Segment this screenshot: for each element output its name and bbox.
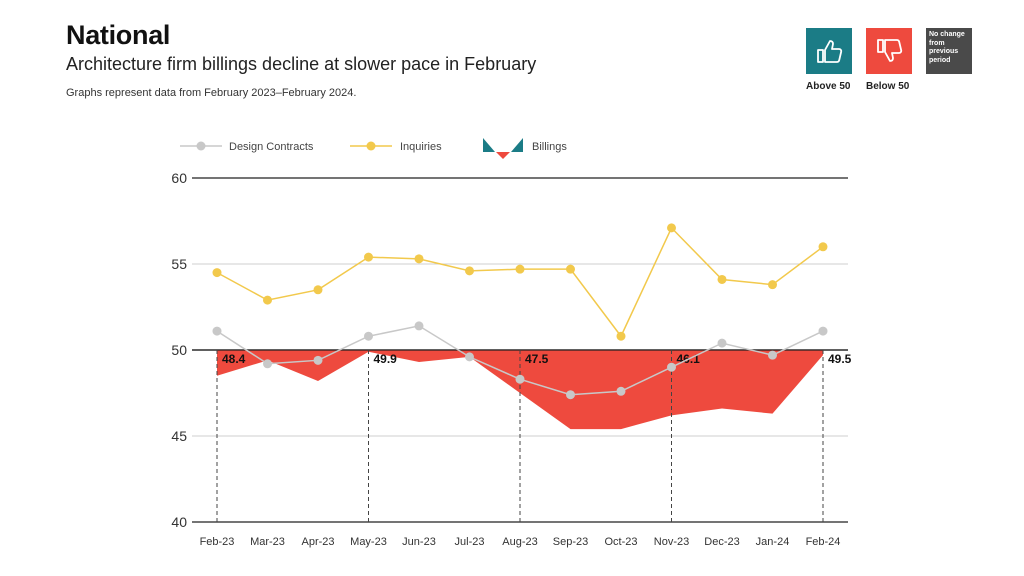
billings-data-label: 49.5 (828, 352, 852, 366)
inquiries-point (364, 252, 373, 262)
data-range-note: Graphs represent data from February 2023… (66, 87, 357, 99)
inquiries-point (414, 254, 424, 264)
design-contracts-point (768, 350, 777, 360)
design-contracts-point (414, 321, 424, 331)
thumbs-up-icon (817, 40, 843, 63)
design-contracts-point (717, 338, 727, 348)
x-tick-label: Nov-23 (654, 536, 689, 548)
y-tick-label: 60 (171, 170, 187, 186)
legend-billings-red-swatch (496, 152, 510, 159)
x-tick-label: Sep-23 (553, 536, 588, 548)
page-title: National (66, 20, 171, 50)
x-tick-label: Feb-24 (806, 536, 841, 548)
legend-billings-label: Billings (532, 141, 567, 153)
y-tick-label: 55 (171, 256, 187, 272)
no-change-key: No change from previous period (926, 28, 972, 74)
inquiries-point (667, 223, 676, 233)
design-contracts-point (515, 374, 525, 384)
design-contracts-point (263, 359, 272, 369)
billings-data-label: 48.4 (222, 352, 246, 366)
inquiries-point (717, 274, 727, 284)
x-tick-label: Dec-23 (704, 536, 739, 548)
design-contracts-point (818, 326, 828, 336)
design-contracts-point (566, 390, 575, 400)
design-contracts-point (465, 352, 474, 362)
billings-data-label: 47.5 (525, 352, 549, 366)
inquiries-point (465, 266, 474, 276)
x-tick-label: Feb-23 (200, 536, 235, 548)
inquiries-point (313, 285, 323, 295)
x-tick-label: Jan-24 (756, 536, 790, 548)
x-tick-label: Jun-23 (402, 536, 436, 548)
legend-billings-teal-swatch (483, 138, 495, 152)
design-contracts-point (313, 355, 323, 365)
inquiries-point (616, 331, 626, 341)
inquiries-point (515, 264, 525, 274)
above-50-key (806, 28, 852, 74)
billings-data-label: 49.9 (374, 352, 398, 366)
x-tick-label: Jul-23 (455, 536, 485, 548)
page-subtitle: Architecture firm billings decline at sl… (66, 54, 537, 74)
x-tick-label: Apr-23 (301, 536, 334, 548)
inquiries-line (216, 226, 824, 338)
x-tick-label: Mar-23 (250, 536, 285, 548)
x-tick-label: Oct-23 (604, 536, 637, 548)
legend-inquiries-marker (366, 141, 376, 151)
thumbs-down-icon (877, 39, 903, 62)
billings-area (217, 350, 823, 430)
design-contracts-point (667, 362, 676, 372)
design-contracts-point (364, 331, 373, 341)
design-contracts-point (616, 386, 626, 396)
inquiries-point (566, 264, 575, 274)
x-tick-label: Aug-23 (502, 536, 537, 548)
below-50-label: Below 50 (866, 81, 910, 92)
design-contracts-point (212, 326, 222, 336)
inquiries-point (263, 295, 272, 305)
legend-design-contracts-label: Design Contracts (229, 141, 314, 153)
inquiries-point (212, 268, 222, 278)
inquiries-point (768, 280, 777, 290)
inquiries-point (818, 242, 828, 252)
legend-design-contracts-marker (196, 141, 206, 151)
x-tick-label: May-23 (350, 536, 387, 548)
legend-billings-teal-swatch (511, 138, 523, 152)
y-tick-label: 45 (171, 428, 187, 444)
above-50-label: Above 50 (806, 81, 851, 92)
y-tick-label: 50 (171, 342, 187, 358)
legend-inquiries-label: Inquiries (400, 141, 442, 153)
below-50-key (866, 28, 912, 74)
y-tick-label: 40 (171, 514, 187, 530)
